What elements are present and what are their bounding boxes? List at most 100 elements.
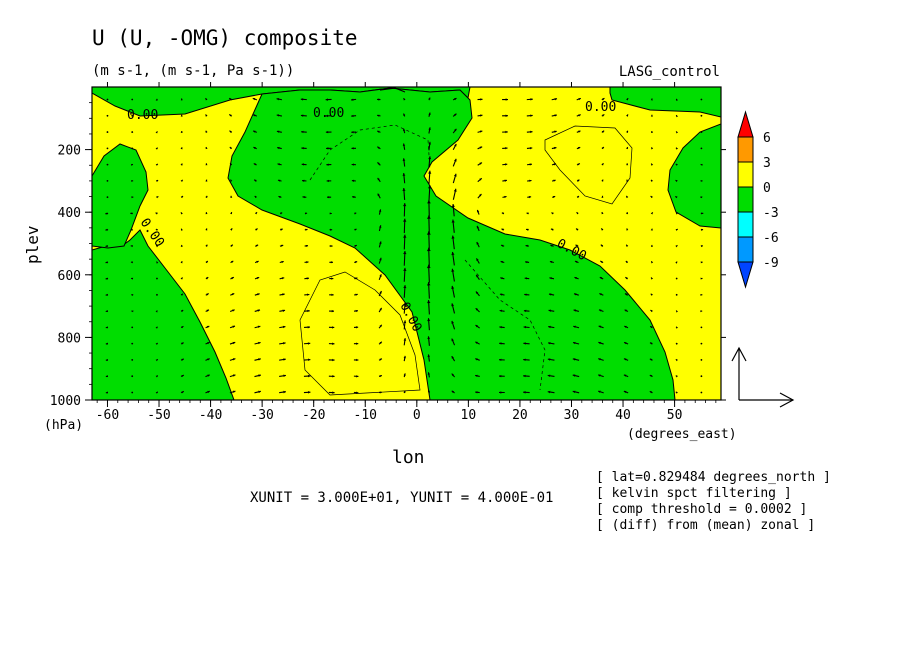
vector-arrow: [329, 244, 333, 248]
vector-arrow: [675, 196, 678, 199]
vector-arrow: [576, 211, 579, 215]
vector-arrow: [205, 114, 208, 117]
vector-arrow: [228, 114, 233, 117]
vector-arrow: [700, 147, 703, 150]
vector-arrow: [524, 293, 530, 296]
vector-arrow: [551, 163, 557, 166]
vector-arrow: [475, 274, 480, 280]
vector-arrow: [276, 114, 283, 117]
x-tick-label: -20: [302, 408, 325, 423]
vector-arrow: [649, 390, 653, 394]
vector-arrow: [403, 250, 407, 266]
vector-arrow: [253, 179, 257, 182]
vector-arrow: [650, 309, 653, 313]
vector-arrow: [675, 244, 678, 248]
info-line: [ comp threshold = 0.0002 ]: [596, 502, 807, 517]
vector-arrow: [598, 325, 604, 329]
vector-arrow: [600, 244, 604, 247]
vector-arrow: [675, 179, 678, 183]
vector-field: [105, 97, 704, 394]
vector-arrow: [300, 114, 307, 117]
vector-arrow: [700, 196, 703, 199]
vector-arrow: [303, 391, 311, 394]
vector-arrow: [254, 276, 260, 280]
vector-arrow: [205, 374, 210, 378]
vector-arrow: [230, 276, 235, 280]
vector-arrow: [229, 162, 233, 166]
vector-arrow: [574, 260, 579, 264]
y-tick-label: 400: [58, 206, 81, 221]
vector-arrow: [477, 162, 483, 166]
vector-arrow: [205, 228, 208, 231]
vector-arrow: [475, 358, 480, 361]
vector-arrow: [378, 358, 383, 361]
vector-arrow: [205, 309, 210, 312]
vector-arrow: [252, 114, 258, 117]
vector-arrow: [378, 290, 382, 297]
vector-arrow: [302, 195, 307, 199]
x-tick-label: 20: [512, 408, 528, 423]
vector-arrow: [475, 258, 480, 264]
vector-arrow: [326, 147, 332, 150]
vector-arrow: [499, 358, 505, 362]
vector-arrow: [277, 163, 282, 166]
vector-arrow: [351, 130, 357, 134]
vector-arrow: [548, 293, 555, 296]
vector-arrow: [451, 303, 456, 314]
vector-arrow: [626, 163, 629, 166]
vector-arrow: [301, 163, 307, 166]
vector-arrow: [576, 162, 581, 166]
vector-arrow: [675, 131, 679, 134]
colorbar-swatch: [737, 236, 754, 263]
y-tick-label: 1000: [50, 394, 81, 409]
vector-arrow: [601, 195, 604, 198]
x-tick-label: 50: [667, 408, 683, 423]
vector-arrow: [426, 264, 431, 283]
vector-arrow: [572, 358, 580, 361]
chart-title: U (U, -OMG) composite: [92, 26, 358, 50]
vector-arrow: [427, 336, 431, 346]
colorbar-label: 3: [763, 156, 771, 171]
vector-arrow: [597, 390, 604, 394]
vector-arrow: [378, 341, 383, 345]
vector-arrow: [205, 97, 208, 101]
vector-arrow: [205, 212, 208, 215]
vector-arrow: [523, 358, 530, 362]
colorbar-label: -6: [763, 231, 779, 246]
vector-arrow: [106, 180, 109, 182]
vector-arrow: [354, 212, 357, 215]
vector-arrow: [551, 114, 558, 117]
vector-arrow: [328, 375, 335, 378]
vector-arrow: [105, 326, 109, 329]
vector-arrow: [499, 309, 505, 313]
vector-arrow: [254, 374, 262, 378]
vector-arrow: [230, 179, 233, 182]
vector-arrow: [601, 162, 604, 166]
vector-arrow: [572, 390, 580, 394]
vector-arrow: [527, 179, 532, 182]
colorbar-swatch: [737, 186, 754, 213]
vector-arrow: [623, 390, 629, 394]
vector-arrow: [229, 358, 236, 361]
vector-arrow: [279, 212, 283, 215]
vector-arrow: [502, 130, 508, 134]
vector-arrow: [452, 113, 457, 117]
vector-arrow: [279, 358, 286, 361]
vector-arrow: [377, 130, 381, 133]
vector-arrow: [575, 228, 579, 231]
vector-arrow: [180, 358, 185, 361]
vector-arrow: [523, 391, 530, 394]
y-tick-label: 200: [58, 144, 81, 159]
vector-arrow: [180, 325, 184, 329]
y-tick-label: 800: [58, 331, 81, 346]
contour-label: 0.00: [585, 100, 616, 115]
vector-arrow: [304, 277, 310, 280]
vector-arrow: [526, 146, 533, 150]
vector-arrow: [650, 130, 654, 133]
vector-arrow: [130, 228, 133, 231]
vector-arrow: [650, 195, 653, 199]
vector-arrow: [452, 143, 457, 150]
vector-arrow: [626, 130, 629, 133]
vector-arrow: [327, 196, 332, 199]
vector-arrow: [155, 147, 159, 150]
